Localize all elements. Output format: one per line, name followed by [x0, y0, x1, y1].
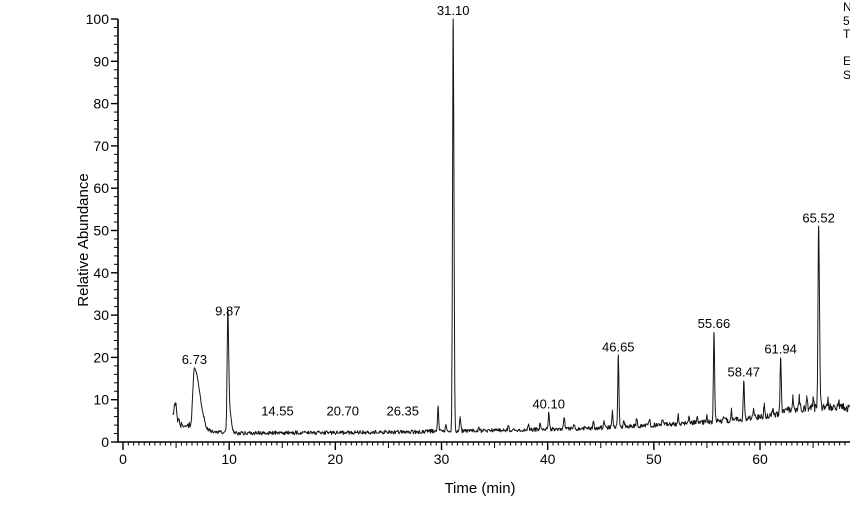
- y-tick-label: 30: [93, 307, 109, 323]
- peak-label: 40.10: [532, 396, 565, 411]
- clipped-header-text: N 5 T E S: [843, 1, 850, 82]
- peak-label: 31.10: [437, 3, 470, 18]
- y-tick-label: 20: [93, 349, 109, 365]
- y-tick-label: 70: [93, 138, 109, 154]
- peak-label: 6.73: [182, 352, 207, 367]
- y-tick-label: 60: [93, 180, 109, 196]
- y-tick-label: 10: [93, 392, 109, 408]
- clipped-text-line: S: [843, 67, 850, 82]
- chromatogram-trace: [172, 18, 850, 436]
- axes: 0 10 20 30 40 50 60 70 80 90 100 0 10 20 30 40 50 60: [86, 11, 850, 467]
- y-tick-label: 0: [101, 434, 109, 450]
- y-tick-label: 50: [93, 223, 109, 239]
- x-tick-label: 40: [540, 451, 556, 467]
- x-tick-label: 30: [434, 451, 450, 467]
- clipped-text-line: 5: [843, 13, 850, 28]
- peak-labels: 6.73 9.87 14.55 20.70 26.35 31.10 40.10 46.65 55…: [182, 3, 835, 418]
- x-tick-label: 0: [119, 451, 127, 467]
- peak-label: 20.70: [326, 403, 359, 418]
- x-tick-label: 50: [646, 451, 662, 467]
- peak-label: 61.94: [764, 341, 797, 356]
- clipped-text-line: T: [843, 27, 850, 41]
- clipped-text-line: E: [843, 54, 850, 68]
- x-tick-label: 10: [221, 451, 237, 467]
- clipped-text-line: [843, 42, 850, 56]
- y-axis-title: Relative Abundance: [75, 173, 92, 306]
- peak-label: 46.65: [602, 339, 635, 354]
- x-axis-title: Time (min): [444, 480, 515, 497]
- peak-label: 58.47: [728, 365, 761, 380]
- x-tick-label: 60: [752, 451, 768, 467]
- y-tick-label: 80: [93, 96, 109, 112]
- peak-label: 26.35: [386, 403, 419, 418]
- clipped-text-line: N: [843, 1, 850, 14]
- peak-label: 9.87: [215, 303, 240, 318]
- x-tick-label: 20: [328, 451, 344, 467]
- y-tick-label: 100: [86, 11, 110, 27]
- y-tick-label: 90: [93, 53, 109, 69]
- peak-label: 14.55: [261, 403, 294, 418]
- y-tick-label: 40: [93, 265, 109, 281]
- peak-label: 55.66: [698, 316, 731, 331]
- peak-label: 65.52: [802, 210, 835, 225]
- tic-trace: [172, 18, 850, 436]
